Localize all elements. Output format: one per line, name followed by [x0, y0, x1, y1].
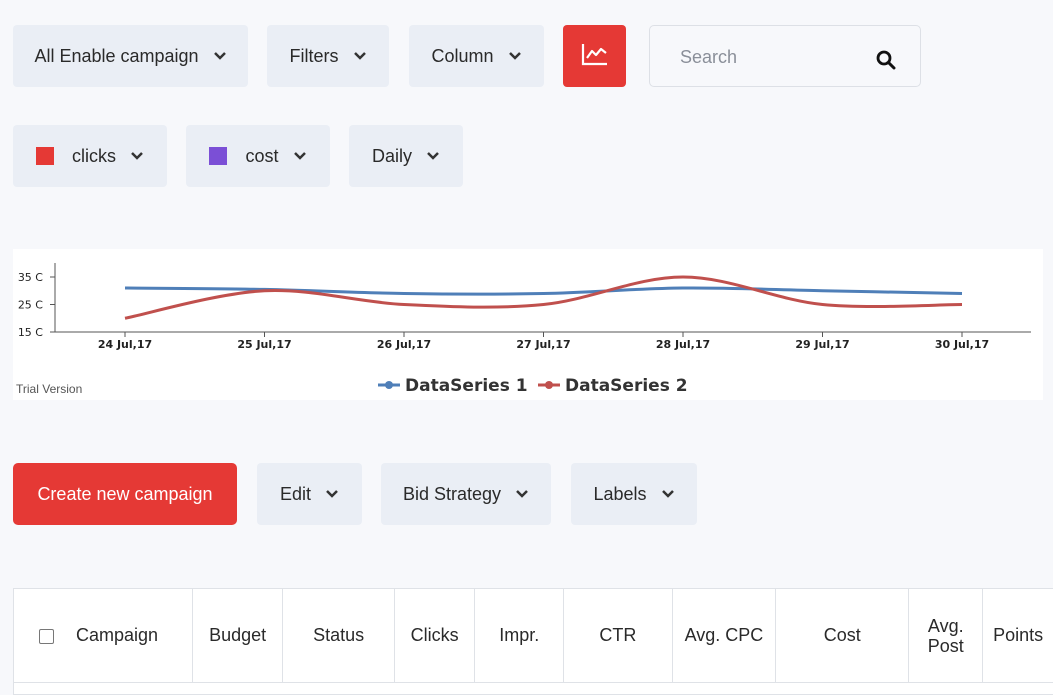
search-icon[interactable]	[876, 50, 896, 75]
bid-strategy-dropdown[interactable]: Bid Strategy	[381, 463, 551, 525]
campaign-filter-label: All Enable campaign	[34, 45, 199, 66]
chart-canvas: 35 C 25 C 15 C 24 Jul,17 25 Jul,17 26 Jul,17 2…	[18, 263, 1031, 396]
column-campaign[interactable]: Campaign	[14, 589, 193, 683]
table-header-row: Campaign Budget Status Clicks Impr. CTR …	[14, 589, 1053, 683]
metric1-dropdown[interactable]: clicks	[13, 125, 167, 187]
filters-dropdown[interactable]: Filters	[267, 25, 389, 87]
line-chart-icon	[581, 42, 609, 71]
x-tick-label: 28 Jul,17	[656, 338, 710, 351]
legend-label-1: DataSeries 1	[405, 376, 528, 396]
y-tick-label: 25 C	[18, 299, 43, 312]
x-tick-label: 25 Jul,17	[237, 338, 291, 351]
select-all-checkbox[interactable]	[39, 628, 54, 644]
labels-dropdown[interactable]: Labels	[571, 463, 697, 525]
column-cost[interactable]: Cost	[775, 589, 910, 683]
trial-watermark: Trial Version	[16, 382, 83, 396]
column-status[interactable]: Status	[282, 589, 395, 683]
period-label: Daily	[371, 145, 412, 166]
chevron-down-icon	[293, 151, 307, 161]
series-line-2	[124, 275, 963, 320]
metric1-swatch	[36, 147, 54, 165]
y-tick-label: 15 C	[18, 326, 43, 339]
period-dropdown[interactable]: Daily	[349, 125, 463, 187]
column-ctr[interactable]: CTR	[563, 589, 673, 683]
chart-toggle-button[interactable]	[563, 25, 626, 87]
x-tick-label: 29 Jul,17	[795, 338, 849, 351]
legend-marker-2	[545, 381, 553, 389]
bid-strategy-label: Bid Strategy	[402, 483, 502, 504]
column-impr[interactable]: Impr.	[474, 589, 565, 683]
column-points[interactable]: Points	[982, 589, 1053, 683]
column-avg-post[interactable]: Avg. Post	[908, 589, 984, 683]
filters-label: Filters	[289, 45, 339, 66]
x-tick-label: 27 Jul,17	[516, 338, 570, 351]
column-clicks[interactable]: Clicks	[394, 589, 476, 683]
campaign-table: Campaign Budget Status Clicks Impr. CTR …	[13, 588, 1053, 695]
chevron-down-icon	[426, 151, 440, 161]
campaign-filter-dropdown[interactable]: All Enable campaign	[13, 25, 248, 87]
search-input[interactable]: Search	[649, 25, 921, 87]
column-budget[interactable]: Budget	[192, 589, 284, 683]
column-avg-cpc[interactable]: Avg. CPC	[672, 589, 777, 683]
metric2-label: cost	[245, 145, 279, 166]
chevron-down-icon	[213, 51, 227, 61]
metric1-label: clicks	[72, 145, 116, 166]
y-tick-label: 35 C	[18, 271, 43, 284]
x-tick-label: 24 Jul,17	[98, 338, 152, 351]
x-tick-label: 26 Jul,17	[377, 338, 431, 351]
column-label: Column	[431, 45, 494, 66]
legend-label-2: DataSeries 2	[565, 376, 688, 396]
x-tick-label: 30 Jul,17	[935, 338, 989, 351]
chevron-down-icon	[515, 489, 529, 499]
chevron-down-icon	[130, 151, 144, 161]
chevron-down-icon	[325, 489, 339, 499]
legend-marker-1	[385, 381, 393, 389]
column-dropdown[interactable]: Column	[409, 25, 544, 87]
line-chart: 35 C 25 C 15 C 24 Jul,17 25 Jul,17 26 Jul,17 2…	[13, 249, 1043, 400]
labels-label: Labels	[593, 483, 647, 504]
create-campaign-button[interactable]: Create new campaign	[13, 463, 237, 525]
metric2-dropdown[interactable]: cost	[186, 125, 330, 187]
edit-dropdown[interactable]: Edit	[257, 463, 362, 525]
chevron-down-icon	[353, 51, 367, 61]
chevron-down-icon	[661, 489, 675, 499]
column-label: Campaign	[76, 625, 159, 645]
metric2-swatch	[209, 147, 228, 165]
search-placeholder: Search	[680, 47, 738, 67]
chevron-down-icon	[508, 51, 522, 61]
edit-label: Edit	[279, 483, 312, 504]
